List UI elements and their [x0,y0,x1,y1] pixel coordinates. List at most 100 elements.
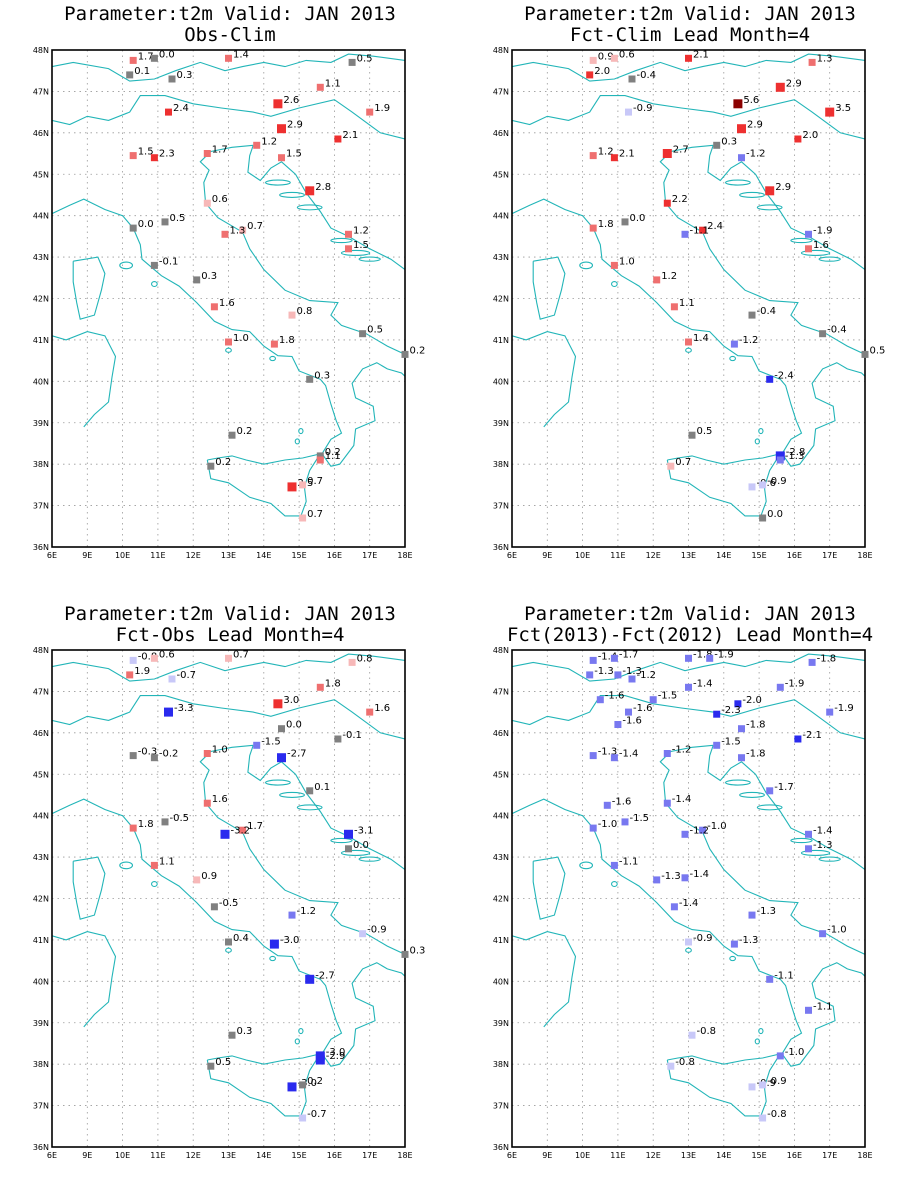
lon-tick-label: 11E [610,551,625,560]
station-marker [625,108,632,116]
lat-tick-label: 37N [493,502,509,511]
coastline [52,931,117,1028]
station-value-label: 0.8 [297,306,313,317]
station-value-label: 1.0 [233,333,249,344]
station-marker [776,683,784,691]
station-marker [210,303,218,311]
lat-tick-label: 38N [493,460,509,469]
lon-tick-label: 14E [716,1151,731,1160]
station-marker [688,431,696,439]
station-value-label: -1.1 [690,225,710,236]
station-value-label: -0.9 [767,1076,787,1087]
lon-tick-label: 15E [291,551,306,560]
station-value-label: -1.0 [598,819,618,830]
lat-tick-label: 37N [33,1102,49,1111]
lat-tick-label: 45N [493,770,509,779]
station-value-label: 0.7 [675,457,691,468]
lon-tick-label: 9E [82,551,92,560]
station-value-label: -1.4 [598,651,618,662]
map-frame [51,49,406,548]
lon-tick-label: 18E [857,551,872,560]
station-marker [203,750,211,757]
station-value-label: 1.5 [286,149,302,160]
coastline [72,256,106,320]
station-value-label: -2.7 [315,970,335,981]
lat-tick-label: 45N [33,770,49,779]
island [265,779,291,786]
station-value-label: 0.6 [159,649,175,660]
station-markers: -1.4 -1.7 -1.8 -1.9 -1.8-1.3 -1.3-1.2-1.4 -1.9… [586,649,854,1122]
lat-tick-label: 44N [493,212,509,221]
station-marker [150,754,158,762]
station-marker [805,830,812,838]
coastline [247,145,405,270]
station-value-label: -1.8 [817,653,837,664]
lat-tick-label: 48N [33,46,49,55]
coastline [512,53,865,82]
station-marker [706,654,714,662]
lat-tick-label: 43N [33,853,49,862]
station-marker [239,826,247,834]
map-title: Parameter:t2m Valid: JAN 2013 [64,603,396,625]
station-marker [270,340,278,348]
coastline [512,198,803,455]
station-marker [589,656,597,664]
station-marker [685,654,692,662]
station-marker [129,752,137,760]
lon-tick-label: 10E [115,551,130,560]
station-marker [150,54,158,62]
station-marker [808,58,816,66]
station-marker [759,1081,767,1089]
station-value-label: -1.6 [633,703,653,714]
station-marker [589,752,597,760]
station-marker [808,658,816,666]
coastline [512,695,865,740]
island [279,791,305,798]
lon-tick-label: 11E [150,1151,165,1160]
station-marker [649,696,657,704]
station-value-label: -1.9 [813,225,833,236]
station-marker [688,1031,696,1039]
station-marker [681,230,689,238]
station-marker [733,99,743,109]
station-marker [345,245,352,253]
station-marker [306,787,314,795]
station-marker [738,725,745,733]
map-title: Parameter:t2m Valid: JAN 2013 [64,3,396,25]
station-value-label: 0.2 [410,345,426,356]
station-value-label: -1.8 [746,749,766,760]
lon-tick-label: 17E [362,1151,377,1160]
island [729,955,736,962]
map-panel-fct-clim: Parameter:t2m Valid: JAN 2013 Fct-Clim Le… [460,0,920,600]
map-subtitle: Fct-Obs Lead Month=4 [116,624,345,646]
coastline [321,962,405,1067]
station-value-label: 2.4 [173,103,189,114]
lon-tick-label: 6E [507,551,517,560]
station-value-label: -1.3 [661,871,681,882]
station-value-label: 1.1 [159,856,175,867]
station-value-label: -1.3 [622,666,642,677]
coastlines [512,53,865,517]
lat-tick-label: 36N [33,543,49,552]
station-marker [210,903,218,911]
station-marker [596,696,604,704]
station-value-label: -1.9 [785,678,805,689]
coastline [206,452,322,517]
station-value-label: 0.5 [357,53,373,64]
station-marker [306,375,314,383]
lon-tick-label: 6E [507,1151,517,1160]
station-marker [586,671,594,679]
lat-tick-label: 44N [33,212,49,221]
station-marker [662,149,672,158]
station-marker [287,1082,297,1092]
map-panel-fct-diff: Parameter:t2m Valid: JAN 2013 Fct(2013)-F… [460,600,920,1200]
station-value-label: 1.5 [353,240,369,251]
station-marker [164,707,173,717]
station-value-label: 0.7 [307,476,323,487]
station-marker [730,940,738,948]
lon-tick-label: 11E [150,551,165,560]
island [269,955,276,962]
station-marker [277,753,286,763]
lon-tick-label: 18E [857,1151,872,1160]
